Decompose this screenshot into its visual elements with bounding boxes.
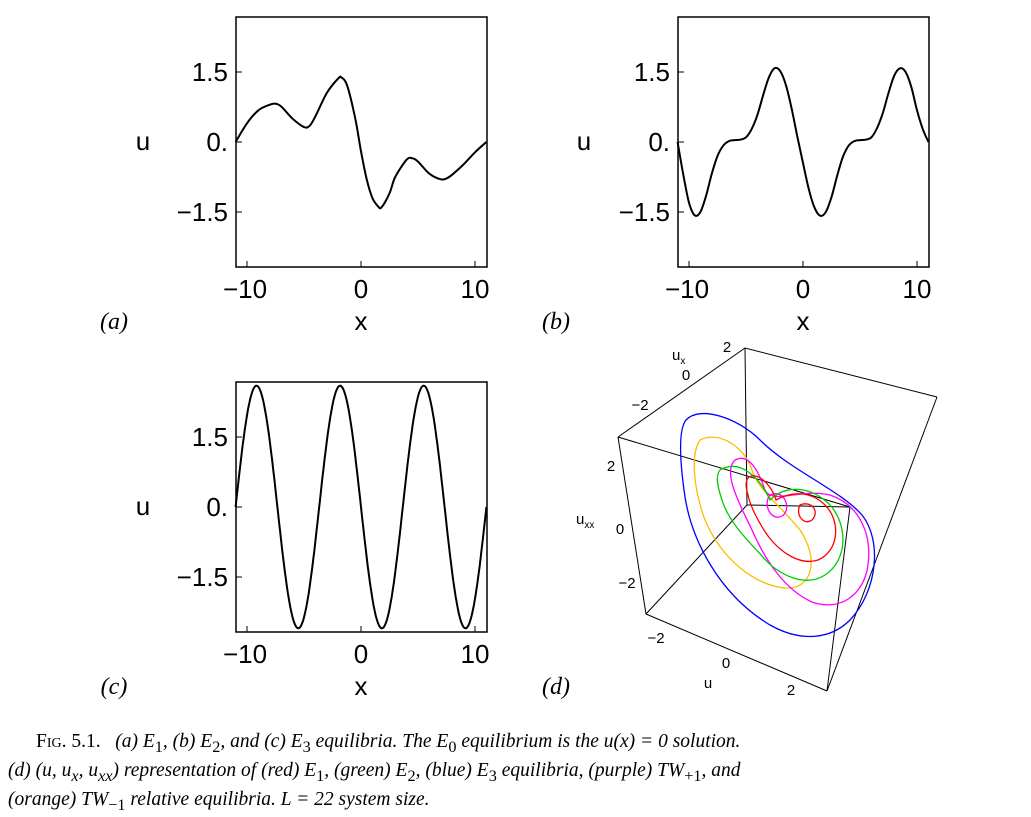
panel-a-xlabel: x (355, 306, 368, 336)
caption-sub-0: 0 (448, 737, 457, 756)
panel-a-label: (a) (100, 309, 128, 335)
orbit-tw-plus1-purple (729, 457, 870, 606)
panel-d: 2 0 −2 ux 2 0 −2 uxx −2 0 2 u (d) (542, 339, 938, 700)
panel-d-label: (d) (542, 674, 570, 700)
figure-caption: Fig. 5.1. (a) E1, (b) E2, and (c) E3 equ… (8, 730, 1030, 817)
panel-d-box-back-right (746, 504, 851, 508)
orbit-e2-green (716, 465, 844, 581)
panel-d-box (617, 347, 938, 692)
caption-text-2e: , (blue) E (415, 759, 489, 781)
caption-text-2c: ) representation of (red) E (112, 759, 317, 781)
caption-sub-x: x (71, 766, 79, 785)
panel-d-ux-label: ux (672, 347, 685, 367)
panel-d-ux-tick-2: −2 (631, 397, 648, 414)
orbit-e1-red (745, 475, 837, 562)
caption-sub-1: 1 (154, 737, 163, 756)
panel-a-ytick-label-mid: 0. (206, 127, 228, 157)
panel-d-box-right-front (826, 396, 938, 692)
orbit-tw-minus1-orange (693, 436, 812, 589)
panel-a-ytick-label-top: 1.5 (192, 57, 228, 87)
caption-sub-3: 3 (302, 737, 311, 756)
panel-c-xtick-label-left: −10 (223, 639, 267, 669)
orbit-e3-blue (679, 412, 876, 638)
panel-b-xtick-label-left: −10 (665, 274, 709, 304)
panel-c-xtick-label-mid: 0 (354, 639, 368, 669)
panel-a-ylabel: u (136, 126, 150, 156)
panel-b-frame (677, 16, 930, 268)
panel-d-ux-tick-1: 0 (682, 367, 690, 384)
panel-a-curve (234, 75, 488, 210)
caption-text-1a: (a) E (115, 731, 155, 752)
caption-sub-g: 2 (407, 766, 416, 785)
panel-d-box-left-vert (617, 436, 647, 615)
panel-d-uxx-label: uxx (576, 511, 594, 531)
caption-sub-r: 1 (316, 766, 325, 785)
caption-text-2b: , u (78, 759, 99, 781)
panel-c-ytick-label-mid: 0. (206, 492, 228, 522)
caption-sub-p: +1 (684, 766, 702, 785)
caption-text-3b: relative equilibria. L = 22 system size. (125, 788, 430, 810)
caption-text-2f: equilibria, (purple) TW (496, 759, 685, 781)
panel-d-box-back-left (645, 504, 748, 615)
panel-d-u-tick-0: −2 (647, 630, 664, 647)
panel-b-xlabel: x (797, 306, 810, 336)
caption-text-1c: , and (c) E (220, 731, 303, 752)
caption-sub-xx: xx (98, 766, 113, 785)
caption-text-1e: equilibrium is the u(x) = 0 solution. (456, 731, 741, 752)
panel-b-curve (676, 66, 930, 217)
panel-d-box-bottom-front (645, 613, 828, 692)
panel-d-box-front-vert (826, 506, 851, 692)
panel-c-ytick-label-top: 1.5 (192, 422, 228, 452)
panel-d-box-back-top (617, 347, 938, 438)
panel-d-uxx-tick-0: 2 (607, 458, 615, 475)
caption-text-2a: (d) (u, u (8, 759, 72, 781)
panel-d-u-tick-1: 0 (722, 655, 730, 672)
caption-line-2: (d) (u, ux, uxx) representation of (red)… (8, 759, 1030, 788)
panel-c-ylabel: u (136, 491, 150, 521)
panel-d-ux-tick-0: 2 (723, 339, 731, 356)
panel-b-ytick-label-mid: 0. (648, 127, 670, 157)
panel-c-xtick-label-right: 10 (461, 639, 490, 669)
panel-d-uxx-tick-2: −2 (618, 575, 635, 592)
panel-a-xtick-label-right: 10 (461, 274, 490, 304)
caption-sub-2: 2 (212, 737, 221, 756)
caption-text-2d: , (green) E (324, 759, 408, 781)
panel-c-ytick-label-bottom: −1.5 (177, 562, 228, 592)
panel-b-label: (b) (542, 309, 570, 335)
panel-c-label: (c) (101, 674, 128, 700)
panel-d-u-label: u (704, 675, 712, 692)
panel-c-curve (234, 384, 488, 630)
panel-a-xtick-label-mid: 0 (354, 274, 368, 304)
caption-sub-o: −1 (108, 795, 126, 814)
panel-a-frame (235, 16, 488, 268)
caption-text-1d: equilibria. The E (310, 731, 449, 752)
caption-line-1: Fig. 5.1. (a) E1, (b) E2, and (c) E3 equ… (8, 730, 1030, 759)
caption-sub-b: 3 (488, 766, 497, 785)
panel-c: 1.5 0. −1.5 −10 0 10 x u (c) (101, 381, 490, 701)
panel-d-box-top-front (617, 436, 851, 508)
panel-b-ytick-label-bottom: −1.5 (619, 197, 670, 227)
panel-a: 1.5 0. −1.5 −10 0 10 x u (a) (100, 16, 490, 336)
panel-a-xtick-label-left: −10 (223, 274, 267, 304)
panel-a-ytick-label-bottom: −1.5 (177, 197, 228, 227)
caption-line-3: (orange) TW−1 relative equilibria. L = 2… (8, 788, 1030, 817)
panel-d-box-back-vert (744, 347, 748, 506)
panel-b-ylabel: u (577, 126, 591, 156)
panel-c-xlabel: x (355, 671, 368, 701)
caption-fig-label: Fig. 5.1. (36, 731, 101, 752)
panel-d-uxx-tick-1: 0 (616, 521, 624, 538)
panel-d-u-tick-2: 2 (787, 682, 795, 699)
caption-text-1b: , (b) E (162, 731, 213, 752)
panel-b-xtick-label-right: 10 (903, 274, 932, 304)
panel-b: 1.5 0. −1.5 −10 0 10 x u (b) (542, 16, 932, 336)
caption-text-3a: (orange) TW (8, 788, 109, 810)
panel-b-xtick-label-mid: 0 (796, 274, 810, 304)
panel-b-ytick-label-top: 1.5 (634, 57, 670, 87)
caption-text-2g: , and (701, 759, 741, 781)
panel-d-orbits (679, 412, 876, 638)
